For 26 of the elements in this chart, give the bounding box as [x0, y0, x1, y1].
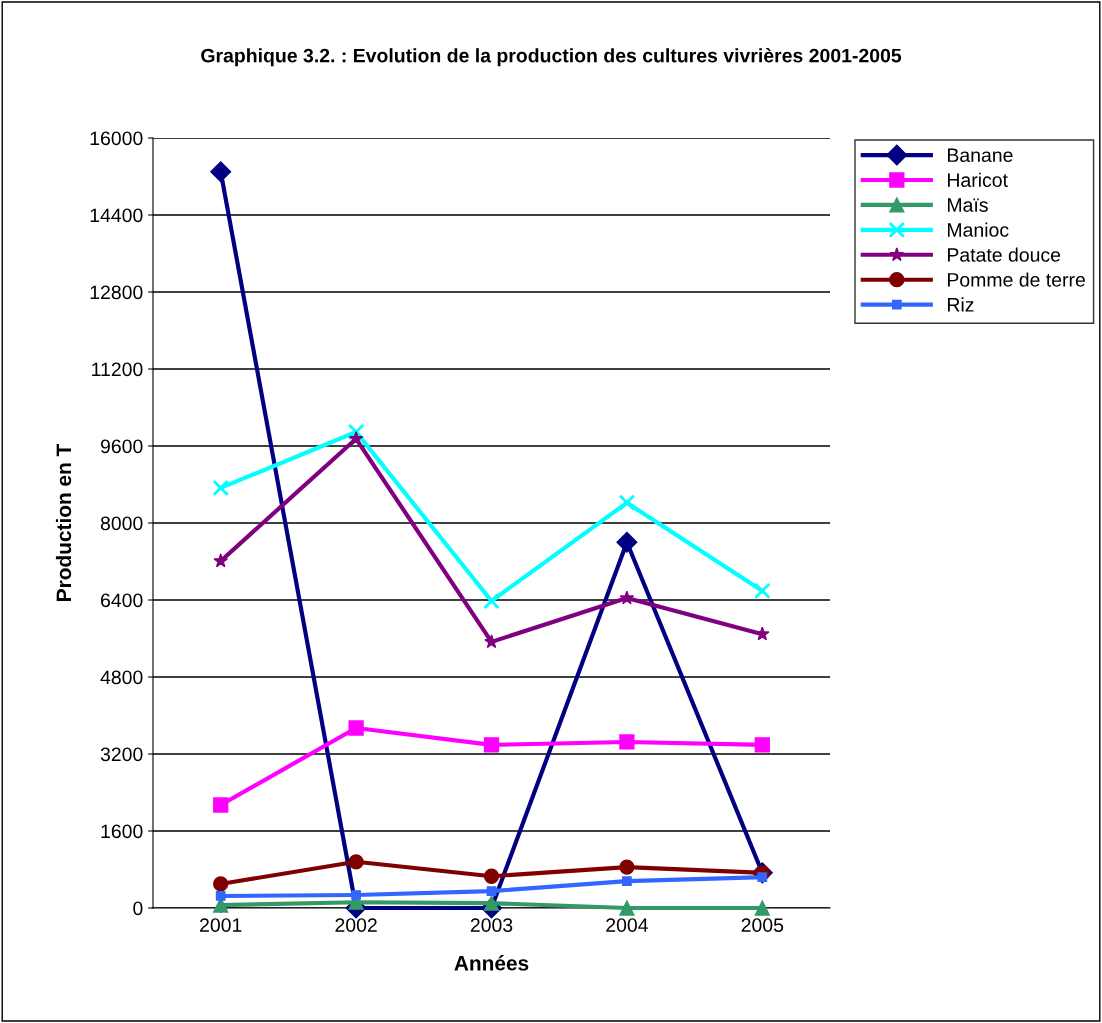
legend-label: Riz — [947, 297, 974, 312]
x-tick-label: 2003 — [470, 918, 513, 932]
legend-label: Banane — [947, 148, 1013, 163]
x-tick-label: 2001 — [200, 918, 242, 932]
y-tick-label: 11200 — [92, 362, 143, 377]
x-axis-title: Années — [454, 955, 529, 971]
y-tick-label: 9600 — [100, 439, 143, 454]
legend-label: Maïs — [947, 198, 988, 212]
y-tick-label: 8000 — [100, 516, 143, 531]
legend-label: Haricot — [947, 172, 1008, 187]
y-tick-label: 3200 — [100, 747, 143, 762]
y-tick-label: 12800 — [90, 285, 143, 300]
y-tick-label: 1600 — [101, 824, 143, 839]
x-tick-label: 2005 — [741, 918, 784, 932]
x-tick-label: 2002 — [335, 918, 377, 932]
y-axis-title: Production en T — [55, 443, 72, 601]
y-tick-label: 0 — [133, 901, 143, 916]
legend-label: Pomme de terre — [947, 272, 1085, 287]
legend-label: Manioc — [947, 222, 1009, 237]
y-tick-label: 6400 — [101, 593, 143, 608]
y-tick-label: 14400 — [90, 208, 143, 223]
x-tick-label: 2004 — [606, 918, 648, 932]
chart-title: Graphique 3.2. : Evolution de la production des cultures vivrières 2001-2005 — [201, 48, 902, 67]
y-tick-label: 4800 — [100, 670, 143, 685]
legend-label: Patate douce — [947, 247, 1061, 262]
y-tick-label: 16000 — [90, 131, 143, 146]
